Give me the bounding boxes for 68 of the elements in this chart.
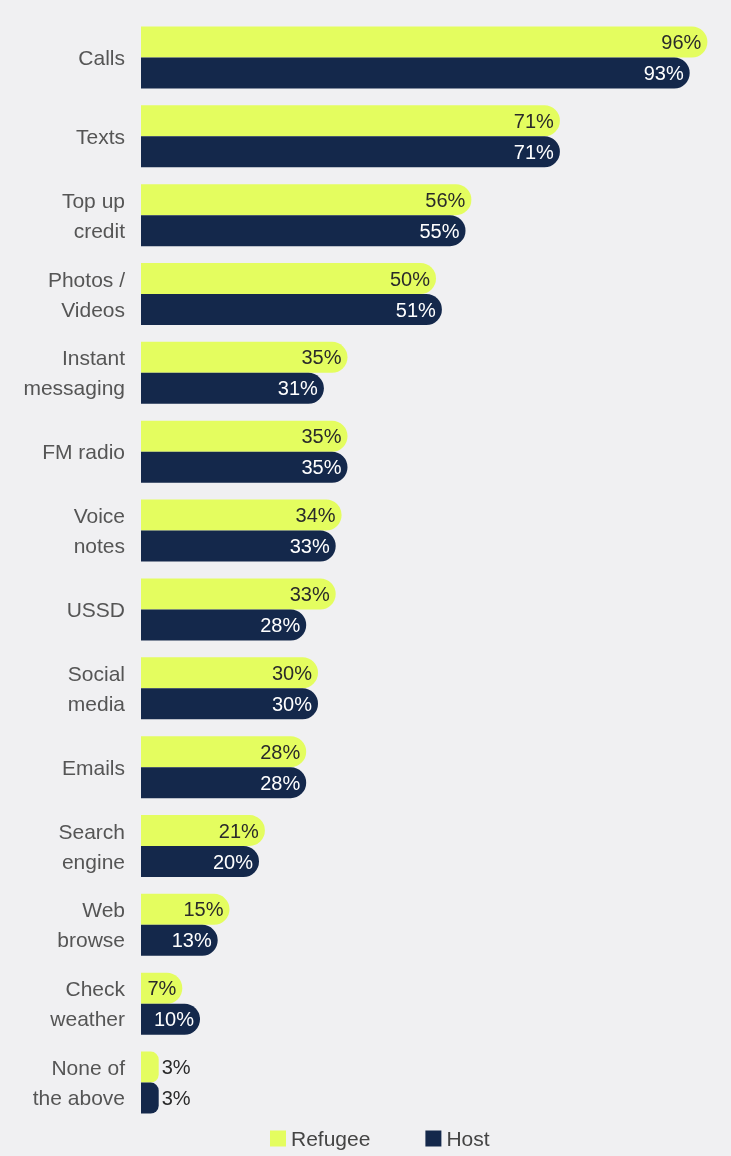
bar bbox=[141, 609, 307, 641]
y-tick-label: Web browse bbox=[57, 898, 125, 952]
bar bbox=[141, 815, 265, 846]
data-label: 28% bbox=[260, 613, 301, 636]
y-tick-label: Emails bbox=[61, 755, 125, 779]
data-label: 13% bbox=[171, 929, 212, 952]
data-label: 31% bbox=[277, 377, 319, 400]
data-label: 15% bbox=[183, 898, 224, 921]
data-label: 35% bbox=[301, 456, 342, 479]
y-tick-label: Texts bbox=[75, 124, 125, 148]
data-label: 93% bbox=[643, 61, 684, 84]
data-label: 51% bbox=[395, 298, 437, 321]
bar bbox=[141, 420, 348, 452]
bar bbox=[141, 372, 324, 404]
bar bbox=[141, 105, 560, 137]
bar bbox=[141, 846, 259, 877]
bar bbox=[141, 341, 348, 373]
data-label: 28% bbox=[260, 740, 301, 763]
y-tick-label: Calls bbox=[78, 45, 125, 69]
data-label: 96% bbox=[661, 30, 702, 53]
data-label: 71% bbox=[513, 140, 555, 163]
bar bbox=[141, 215, 466, 247]
bar bbox=[141, 736, 307, 768]
bar bbox=[141, 57, 690, 89]
data-label: 50% bbox=[389, 267, 431, 290]
data-label: 30% bbox=[271, 661, 313, 684]
bar bbox=[141, 136, 560, 168]
y-tick-label: None of the above bbox=[32, 1056, 126, 1110]
bar bbox=[141, 767, 307, 799]
bar bbox=[141, 688, 318, 720]
data-label: 71% bbox=[513, 109, 555, 132]
bar bbox=[141, 530, 336, 562]
y-tick-label: Voice notes bbox=[73, 504, 125, 558]
legend-label: Refugee bbox=[291, 1127, 371, 1150]
bar bbox=[141, 499, 342, 531]
data-label: 20% bbox=[212, 850, 254, 873]
data-label: 55% bbox=[419, 219, 460, 242]
bar bbox=[141, 26, 708, 58]
bar bbox=[141, 657, 318, 689]
data-label: 10% bbox=[153, 1008, 195, 1031]
data-label: 3% bbox=[161, 1056, 191, 1079]
bar bbox=[141, 451, 348, 483]
y-tick-label: Instant messaging bbox=[23, 346, 126, 400]
data-label: 33% bbox=[289, 535, 330, 558]
y-tick-label: Search engine bbox=[58, 819, 125, 873]
data-label: 56% bbox=[425, 188, 466, 211]
data-label: 35% bbox=[301, 425, 342, 448]
bar bbox=[141, 263, 436, 294]
y-tick-label: Check weather bbox=[49, 977, 126, 1031]
y-tick-label: USSD bbox=[66, 597, 125, 621]
data-label: 33% bbox=[289, 582, 330, 605]
bar bbox=[141, 184, 472, 216]
y-tick-label: Social media bbox=[67, 661, 126, 715]
y-tick-label: Photos / Videos bbox=[47, 267, 126, 321]
bar bbox=[141, 1082, 159, 1114]
y-tick-label: FM radio bbox=[42, 440, 125, 464]
bar bbox=[141, 1051, 159, 1083]
data-label: 3% bbox=[161, 1087, 191, 1110]
bar bbox=[141, 294, 442, 325]
data-label: 35% bbox=[301, 346, 342, 369]
legend-label: Host bbox=[446, 1127, 490, 1150]
data-label: 30% bbox=[271, 692, 313, 715]
data-label: 21% bbox=[218, 819, 260, 842]
data-label: 34% bbox=[295, 504, 336, 527]
data-label: 7% bbox=[147, 977, 177, 1000]
bar bbox=[141, 578, 336, 610]
data-label: 28% bbox=[260, 771, 301, 794]
y-tick-label: Top up credit bbox=[61, 188, 126, 242]
